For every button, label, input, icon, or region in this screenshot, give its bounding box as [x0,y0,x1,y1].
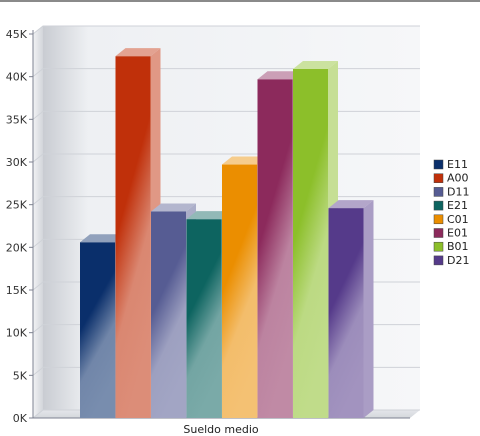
legend-item-B01: B01 [433,240,469,253]
y-tick-label: 5K [13,369,28,382]
legend-swatch [433,228,444,238]
top-border [0,0,480,2]
legend-label: E01 [447,227,468,240]
bar-front [80,242,115,418]
legend-label: C01 [447,213,469,226]
legend-swatch [433,173,444,183]
y-tick-label: 10K [6,327,28,340]
bar-front [293,68,328,418]
legend-swatch [433,159,444,170]
bar-side [363,200,374,418]
legend-label: E21 [447,199,468,212]
y-tick-label: 45K [6,28,28,41]
legend-label: B01 [447,240,469,253]
bar-front [328,208,364,418]
bar-front [222,164,257,418]
legend-item-D21: D21 [433,254,469,267]
bar-top [222,156,267,165]
legend-item-D11: D11 [433,185,469,198]
y-tick-label: 0K [13,412,28,425]
y-tick-label: 15K [6,284,28,297]
bar-D21 [328,200,374,418]
legend-item-E21: E21 [433,199,468,212]
legend-item-C01: C01 [433,213,469,226]
legend-swatch [433,187,444,197]
legend-label: A00 [447,172,469,185]
y-tick-label: 40K [6,71,28,84]
bars [80,48,374,419]
legend-swatch [433,255,444,266]
bar-top [257,71,303,80]
grid-line [32,25,420,35]
bar-top [80,234,125,243]
legend-label: E11 [447,158,468,171]
legend-swatch [433,241,444,252]
legend-swatch [433,200,444,211]
legend-item-E01: E01 [433,227,468,240]
legend-label: D11 [447,185,469,198]
bar-top [328,200,374,209]
bar-front [115,56,151,418]
y-tick-label: 20K [6,241,28,254]
side-wall [33,26,43,418]
bar-top [151,203,196,212]
x-category-labels: Sueldo medio [183,423,259,436]
x-category-label: Sueldo medio [183,423,259,436]
legend-item-A00: A00 [433,172,469,185]
bar-front [151,211,186,418]
legend-label: D21 [447,254,469,267]
y-tick-label: 25K [6,199,28,212]
bar-top [293,60,338,69]
y-tick-label: 30K [6,156,28,169]
bar-front [257,79,293,418]
bar-top [115,48,161,57]
legend-item-E11: E11 [433,158,468,171]
legend-swatch [433,214,444,225]
y-tick-labels: 0K 5K 10K 15K 20K 25K 30K 35K 40K 45K [6,28,28,425]
y-tick-label: 35K [6,113,28,126]
bar-front [186,219,222,418]
bar-top [186,211,232,220]
